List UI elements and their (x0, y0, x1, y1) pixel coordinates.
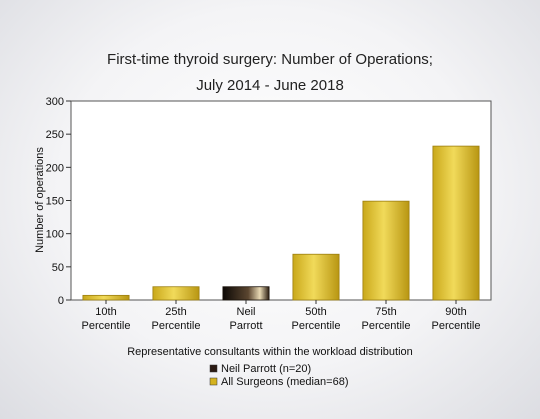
x-tick-label: 90th Percentile (432, 306, 481, 332)
bar-75th-percentile (362, 200, 410, 301)
y-tick-label: 200 (46, 162, 64, 174)
bar-25th-percentile (152, 286, 200, 301)
legend-swatch-surgeon (209, 364, 218, 373)
x-tick-label: 75th Percentile (362, 306, 411, 332)
legend-label-surgeon: Neil Parrott (n=20) (221, 363, 311, 375)
legend-swatch-all (209, 377, 218, 386)
bars (82, 145, 480, 301)
y-tick-label: 250 (46, 129, 64, 141)
y-tick-label: 300 (46, 96, 64, 108)
bar-neil-parrott (222, 286, 270, 301)
x-tick-label: 25th Percentile (152, 306, 201, 332)
y-tick-label: 50 (52, 262, 64, 274)
y-axis-title: Number of operations (34, 147, 46, 253)
x-tick-label: 50th Percentile (292, 306, 341, 332)
y-tick-label: 0 (58, 295, 64, 307)
y-tick-label: 150 (46, 196, 64, 208)
plot-area (70, 100, 492, 301)
chart-title-line-1: First-time thyroid surgery: Number of Op… (107, 51, 433, 68)
bar-90th-percentile (432, 145, 480, 301)
legend: Neil Parrott (n=20)All Surgeons (median=… (209, 363, 349, 388)
x-axis-title: Representative consultants within the wo… (127, 346, 413, 358)
y-tick-label: 100 (46, 229, 64, 241)
y-axis: 0 50 100 150 200 250 300 (46, 96, 71, 307)
bar-10th-percentile (82, 294, 130, 301)
bar-50th-percentile (292, 253, 340, 301)
x-tick-label: 10th Percentile (82, 306, 131, 332)
chart-title-line-2: July 2014 - June 2018 (196, 77, 344, 94)
x-axis: 10th Percentile 25th Percentile Neil Parrott 5… (82, 300, 481, 332)
x-tick-label: Neil Parrott (229, 306, 262, 332)
legend-label-all: All Surgeons (median=68) (221, 376, 349, 388)
